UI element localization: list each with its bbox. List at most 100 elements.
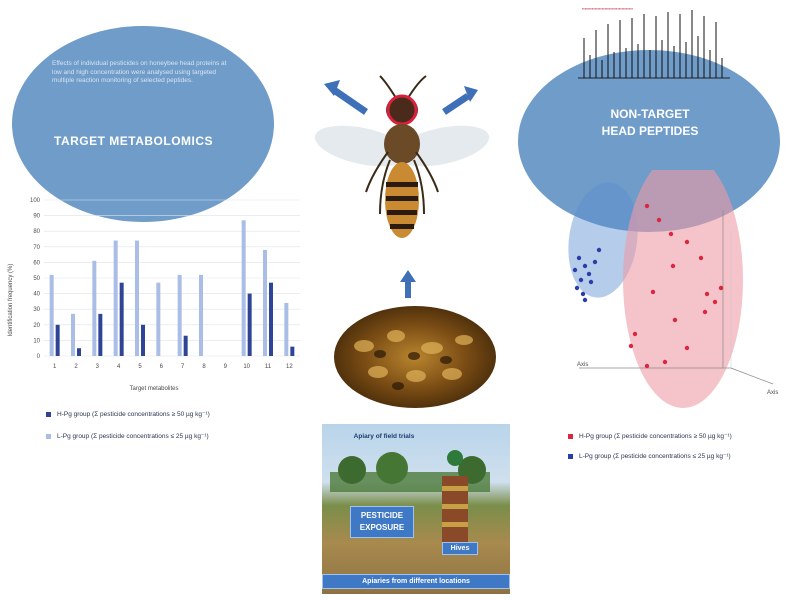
bar-low-group	[92, 260, 97, 356]
bar-x-tick-label: 6	[160, 364, 164, 370]
bar-y-tick-label: 90	[33, 214, 40, 220]
bar-low-group	[241, 220, 246, 356]
svg-text:▪▪▪▪▪▪▪▪▪▪▪▪▪▪▪▪▪▪▪▪▪▪▪▪▪▪▪▪▪▪: ▪▪▪▪▪▪▪▪▪▪▪▪▪▪▪▪▪▪▪▪▪▪▪▪▪▪▪▪▪▪▪▪▪▪▪▪	[582, 6, 634, 11]
scatter-point-high	[644, 203, 650, 209]
bar-low-group	[177, 274, 182, 356]
target-description: Effects of individual pesticides on hone…	[52, 60, 227, 84]
bar-low-group	[263, 249, 267, 356]
bar-y-tick-label: 20	[33, 323, 40, 329]
bar-high-group	[77, 348, 81, 356]
bar-y-tick-label: 60	[33, 260, 40, 266]
bar-high-group	[119, 282, 124, 356]
scatter-point-low	[582, 263, 588, 269]
scatter-point-high	[668, 231, 674, 237]
bar-x-tick-label: 8	[202, 364, 206, 370]
scatter-point-high	[672, 317, 678, 323]
scatter-point-low	[574, 285, 580, 291]
scatter-point-low	[596, 247, 602, 253]
arrow-up-icon	[400, 270, 416, 298]
bar-x-tick-label: 11	[265, 364, 272, 370]
scatter-point-high	[632, 331, 638, 337]
scatter-legend-item-low: L-Pg group (Σ pesticide concentrations ≤…	[568, 452, 732, 460]
bar-high-group	[247, 293, 252, 356]
bar-x-tick-label: 2	[74, 364, 78, 370]
bar-chart-ylabel: Identification frequency (%)	[8, 264, 14, 337]
bar-high-group	[141, 324, 145, 356]
scatter-legend-label-high: H-Pg group (Σ pesticide concentrations ≥…	[579, 433, 732, 440]
bar-chart-xlabel: Target metabolites	[129, 386, 178, 392]
bar-low-group	[49, 274, 54, 356]
arrow-up-left-icon	[324, 80, 368, 115]
scatter-axis-label-1: Axis	[577, 362, 588, 368]
scatter-point-high	[628, 343, 634, 349]
scatter-point-high	[704, 291, 710, 297]
non-target-title: NON-TARGET HEAD PEPTIDES	[590, 106, 710, 140]
exposure-label-line2: EXPOSURE	[359, 523, 405, 532]
bar-low-group	[156, 282, 161, 356]
legend-swatch-high	[46, 411, 51, 417]
score-plot: Axis Axis	[568, 170, 778, 408]
scatter-point-high	[698, 255, 704, 261]
legend-swatch-low	[568, 453, 573, 459]
bar-x-tick-label: 12	[286, 364, 293, 370]
bar-x-tick-label: 5	[138, 364, 142, 370]
non-target-title-line1: NON-TARGET	[610, 107, 690, 121]
scatter-point-high	[656, 217, 662, 223]
bar-y-tick-label: 100	[30, 198, 41, 204]
bar-x-tick-label: 9	[224, 364, 228, 370]
bar-y-tick-label: 0	[37, 354, 41, 360]
arrow-up-right-icon	[442, 86, 478, 115]
field-top-label: Apiary of field trials	[353, 433, 415, 440]
scatter-point-low	[572, 267, 578, 273]
mass-spectrum: ▪▪▪▪▪▪▪▪▪▪▪▪▪▪▪▪▪▪▪▪▪▪▪▪▪▪▪▪▪▪▪▪▪▪▪▪	[578, 6, 730, 79]
scatter-legend-label-low: L-Pg group (Σ pesticide concentrations ≤…	[579, 453, 731, 460]
scatter-legend-item-high: H-Pg group (Σ pesticide concentrations ≥…	[568, 432, 732, 440]
bar-high-group	[183, 335, 188, 356]
bar-y-tick-label: 50	[33, 276, 40, 282]
legend-swatch-low	[46, 433, 51, 439]
legend-swatch-high	[568, 433, 573, 439]
scatter-point-high	[702, 309, 708, 315]
apiaries-label: Apiaries from different locations	[322, 574, 510, 589]
bar-high-group	[290, 346, 295, 356]
bar-y-tick-label: 80	[33, 229, 40, 235]
scatter-points	[572, 203, 724, 369]
bar-chart-y-ticks: 0 10 20 30 40 50 60 70 80 90 100	[30, 198, 41, 360]
scatter-point-low	[592, 259, 598, 265]
non-target-title-line2: HEAD PEPTIDES	[601, 124, 699, 138]
honeycomb-photo	[334, 306, 496, 408]
bar-low-group	[199, 274, 203, 356]
bar-high-group	[98, 313, 103, 356]
scatter-point-high	[684, 239, 690, 245]
bar-y-tick-label: 30	[33, 307, 40, 313]
bar-x-tick-label: 4	[117, 364, 121, 370]
target-ellipse	[12, 26, 274, 222]
bar-chart-x-ticks: 1 2 3 4 5 6 7 8 9 10 11 12	[53, 364, 293, 370]
bar-low-group	[135, 240, 139, 356]
target-title: TARGET METABOLOMICS	[54, 134, 214, 148]
exposure-label-line1: PESTICIDE	[360, 511, 404, 520]
high-group-ellipse	[623, 170, 743, 408]
scatter-point-low	[576, 255, 582, 261]
bar-low-group	[113, 240, 118, 356]
field-apiary-photo: Apiary of field trials PESTICIDE EXPOSUR…	[322, 424, 510, 594]
scatter-point-low	[586, 271, 592, 277]
bar-high-group	[269, 282, 273, 356]
exposure-label: PESTICIDE EXPOSURE	[350, 506, 414, 538]
bar-chart-grid	[44, 199, 300, 357]
honeybee-illustration	[314, 75, 490, 238]
scatter-axis-label-2: Axis	[767, 390, 778, 396]
bar-x-tick-label: 10	[243, 364, 250, 370]
bar-low-group	[284, 302, 289, 356]
hives-label: Hives	[442, 542, 478, 555]
bar-y-tick-label: 40	[33, 292, 40, 298]
bar-chart-bars	[49, 220, 295, 356]
scatter-point-low	[588, 279, 594, 285]
scatter-point-high	[670, 263, 676, 269]
bar-legend-item-high: H-Pg group (Σ pesticide concentrations ≥…	[46, 410, 210, 418]
bar-legend: H-Pg group (Σ pesticide concentrations ≥…	[46, 410, 210, 440]
bar-legend-label-high: H-Pg group (Σ pesticide concentrations ≥…	[57, 411, 210, 418]
scatter-point-high	[718, 285, 724, 291]
bar-x-tick-label: 1	[53, 364, 57, 370]
scatter-point-low	[582, 297, 588, 303]
